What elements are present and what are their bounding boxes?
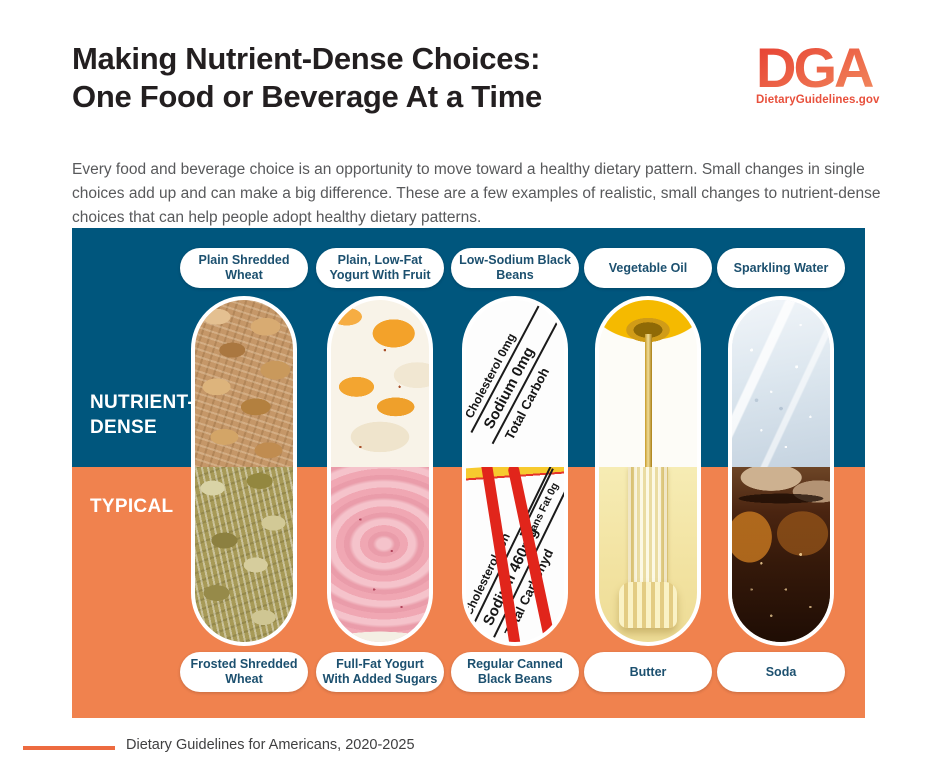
footer-source: Dietary Guidelines for Americans, 2020-2… — [126, 737, 415, 753]
dga-logo[interactable]: DGA DietaryGuidelines.gov — [756, 42, 916, 106]
yogurt-capsule — [327, 296, 433, 646]
soda-photo — [732, 467, 830, 642]
dga-logo-icon: DGA — [756, 42, 876, 94]
butter-photo — [599, 467, 697, 642]
fullfat-yogurt-photo — [331, 467, 429, 642]
water-soda-capsule — [728, 296, 834, 646]
plain-shredded-wheat-photo — [195, 300, 293, 467]
svg-text:DGA: DGA — [756, 42, 873, 94]
sparkling-water-photo — [732, 300, 830, 467]
low-sodium-nutrition-label-photo: Cholesterol 0mg Sodium 0mg Total Carboh — [466, 300, 564, 467]
oil-stream-graphic — [644, 334, 652, 467]
page-title-line1: Making Nutrient-Dense Choices: — [72, 41, 541, 76]
nutrient-dense-label-pill: Low-Sodium Black Beans — [451, 248, 579, 288]
black-beans-capsule: Cholesterol 0mg Sodium 0mg Total Carboh … — [462, 296, 568, 646]
page-title: Making Nutrient-Dense Choices: One Food … — [72, 40, 692, 116]
typical-label-pill: Frosted Shredded Wheat — [180, 652, 308, 692]
frosted-shredded-wheat-photo — [195, 467, 293, 642]
lowfat-yogurt-with-fruit-photo — [331, 300, 429, 467]
nutrient-dense-label-pill: Plain, Low-Fat Yogurt With Fruit — [316, 248, 444, 288]
nutrient-dense-label-pill: Vegetable Oil — [584, 248, 712, 288]
regular-beans-nutrition-label-photo: Cholesterol 10n Sodium 460mg Total Carbo… — [466, 467, 564, 642]
intro-paragraph: Every food and beverage choice is an opp… — [72, 160, 881, 226]
oil-butter-capsule — [595, 296, 701, 646]
typical-label-pill: Full-Fat Yogurt With Added Sugars — [316, 652, 444, 692]
row-label-typical: TYPICAL — [90, 496, 174, 517]
vegetable-oil-photo — [599, 300, 697, 467]
nutrient-dense-label-pill: Plain Shredded Wheat — [180, 248, 308, 288]
footer-accent-line — [23, 746, 115, 750]
comparison-panel: NUTRIENT- DENSE TYPICAL Plain Shredded W… — [72, 228, 865, 718]
nutrition-label-text: Cholesterol 0mg Sodium 0mg Total Carboh — [466, 300, 564, 454]
shredded-wheat-capsule — [191, 296, 297, 646]
typical-label-pill: Soda — [717, 652, 845, 692]
butter-channel-graphic — [628, 467, 668, 585]
page-title-line2: One Food or Beverage At a Time — [72, 79, 542, 114]
typical-label-pill: Regular Canned Black Beans — [451, 652, 579, 692]
nutrient-dense-label-pill: Sparkling Water — [717, 248, 845, 288]
typical-label-pill: Butter — [584, 652, 712, 692]
logo-site-link[interactable]: DietaryGuidelines.gov — [756, 94, 880, 106]
row-label-nutrient-dense: NUTRIENT- DENSE — [90, 392, 195, 438]
butter-curl-graphic — [619, 582, 677, 628]
